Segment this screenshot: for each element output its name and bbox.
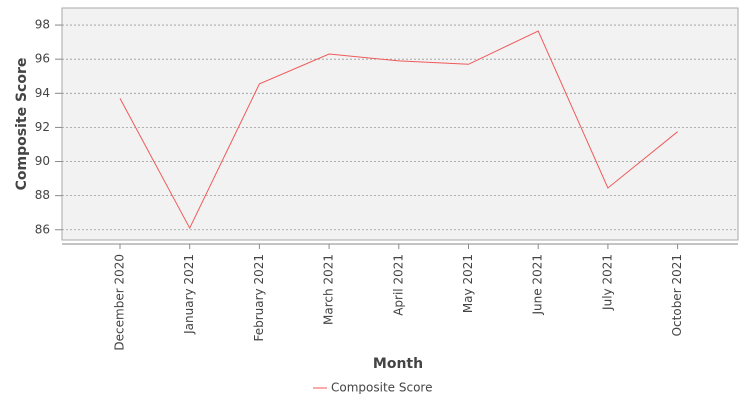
y-axis-title: Composite Score bbox=[14, 58, 30, 191]
x-tick-label: March 2021 bbox=[322, 254, 336, 325]
y-tick-label: 92 bbox=[35, 120, 50, 134]
data-line bbox=[119, 30, 678, 230]
x-tick-label: December 2020 bbox=[113, 254, 127, 351]
y-tick-label: 88 bbox=[35, 188, 50, 202]
legend-label: Composite Score bbox=[331, 381, 432, 395]
x-tick-label: April 2021 bbox=[391, 254, 405, 316]
y-tick-label: 96 bbox=[35, 52, 50, 66]
y-tick-label: 98 bbox=[35, 18, 50, 32]
x-tick-label: February 2021 bbox=[252, 254, 266, 342]
x-axis-title: Month bbox=[373, 356, 423, 372]
plot-area bbox=[61, 7, 739, 241]
x-tick-label: October 2021 bbox=[670, 254, 684, 336]
x-tick-label: July 2021 bbox=[600, 254, 614, 311]
y-tick-label: 90 bbox=[35, 154, 50, 168]
x-tick-label: June 2021 bbox=[531, 254, 545, 316]
y-tick-label: 94 bbox=[35, 86, 50, 100]
x-tick-label: January 2021 bbox=[182, 254, 196, 335]
x-tick-label: May 2021 bbox=[461, 254, 475, 313]
y-tick-label: 86 bbox=[35, 222, 50, 236]
